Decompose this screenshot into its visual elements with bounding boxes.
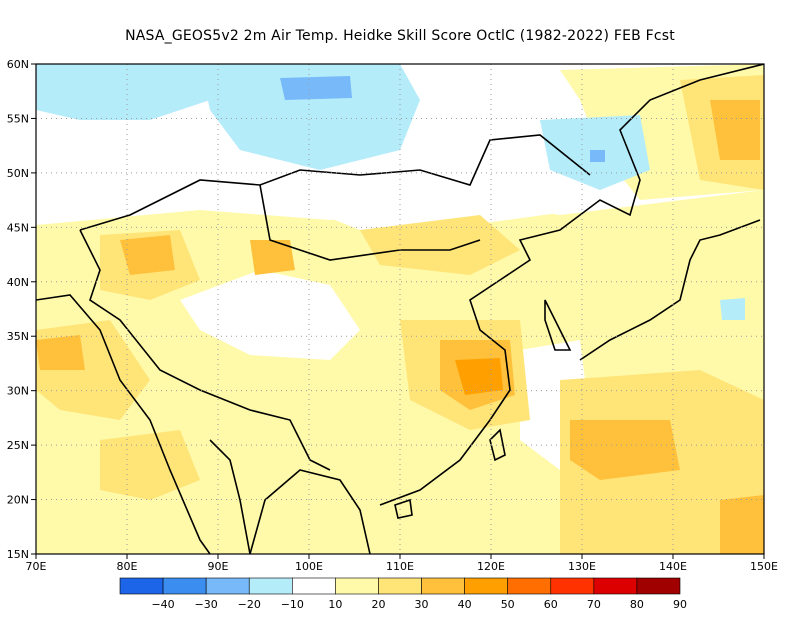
light-blue-region (590, 150, 605, 162)
colorbar-label: 50 (501, 598, 515, 611)
colorbar-label: −30 (195, 598, 218, 611)
colorbar-swatch (550, 577, 595, 595)
colorbar: −40 −30 −20 −10 10 20 30 40 50 60 70 80 90 (119, 577, 687, 611)
lon-tick-label: 120E (477, 560, 505, 573)
lat-tick-label: 40N (7, 276, 29, 289)
cyan-region (720, 298, 745, 320)
lat-tick-label: 55N (7, 112, 29, 125)
colorbar-label: 90 (673, 598, 687, 611)
colorbar-swatch (378, 577, 422, 595)
colorbar-label: 60 (544, 598, 558, 611)
lat-tick-label: 25N (7, 439, 29, 452)
map-title: NASA_GEOS5v2 2m Air Temp. Heidke Skill S… (125, 28, 675, 44)
colorbar-label: 70 (587, 598, 601, 611)
colorbar-swatch (507, 577, 552, 595)
colorbar-label: −20 (238, 598, 261, 611)
coastlines-and-borders (36, 64, 764, 554)
skill-score-field (36, 64, 764, 554)
colorbar-label: 20 (371, 598, 385, 611)
colorbar-swatch (292, 577, 336, 595)
dark-orange-region (455, 358, 503, 395)
orange-region (710, 100, 760, 160)
cyan-region (200, 64, 420, 170)
lon-tick-label: 70E (26, 560, 47, 573)
lon-tick-label: 150E (750, 560, 778, 573)
lat-tick-label: 15N (7, 548, 29, 561)
border (79, 229, 331, 471)
light-blue-region (280, 76, 352, 100)
colorbar-swatch (636, 577, 681, 595)
colorbar-label: 80 (630, 598, 644, 611)
coastline-hainan (394, 498, 413, 519)
coastline (379, 64, 764, 506)
orange-region (120, 235, 175, 275)
colorbar-swatch (248, 577, 293, 595)
colorbar-swatch (464, 577, 508, 595)
white-region-tibet (180, 270, 360, 360)
lon-tick-label: 140E (659, 560, 687, 573)
colorbar-swatch (162, 577, 207, 595)
lon-tick-label: 80E (117, 560, 138, 573)
lat-tick-label: 50N (7, 167, 29, 180)
border (259, 184, 481, 261)
colorbar-label: −40 (151, 598, 174, 611)
colorbar-swatch (421, 577, 465, 595)
lat-tick-label: 30N (7, 385, 29, 398)
orange-region (250, 240, 295, 275)
lat-tick-label: 20N (7, 494, 29, 507)
coastline (249, 469, 371, 554)
colorbar-label: −10 (281, 598, 304, 611)
lon-tick-label: 100E (295, 560, 323, 573)
cyan-region (36, 64, 210, 120)
colorbar-swatch (335, 577, 379, 595)
white-region-mongolia (310, 170, 580, 230)
grid-lines (36, 64, 764, 554)
coastline (36, 294, 211, 554)
lat-tick-label: 60N (7, 58, 29, 71)
coastline-taiwan (489, 428, 506, 462)
colorbar-label: 10 (328, 598, 342, 611)
border (209, 439, 251, 554)
colorbar-label: 40 (458, 598, 472, 611)
border (79, 134, 591, 231)
orange-region (720, 495, 764, 554)
lat-tick-label: 35N (7, 330, 29, 343)
colorbar-swatch (119, 577, 164, 595)
colorbar-label: 30 (415, 598, 429, 611)
orange-region (36, 335, 85, 370)
lon-tick-label: 90E (208, 560, 229, 573)
lat-tick-label: 45N (7, 221, 29, 234)
colorbar-swatch (205, 577, 250, 595)
coastline-korea (544, 299, 572, 351)
lon-tick-label: 130E (568, 560, 596, 573)
orange-region (570, 420, 680, 480)
lon-tick-label: 110E (386, 560, 414, 573)
latitude-axis: 60N 55N 50N 45N 40N 35N 30N 25N 20N 15N (7, 58, 36, 561)
longitude-axis: 70E 80E 90E 100E 110E 120E 130E 140E 150E (26, 554, 778, 573)
colorbar-swatch (593, 577, 638, 595)
